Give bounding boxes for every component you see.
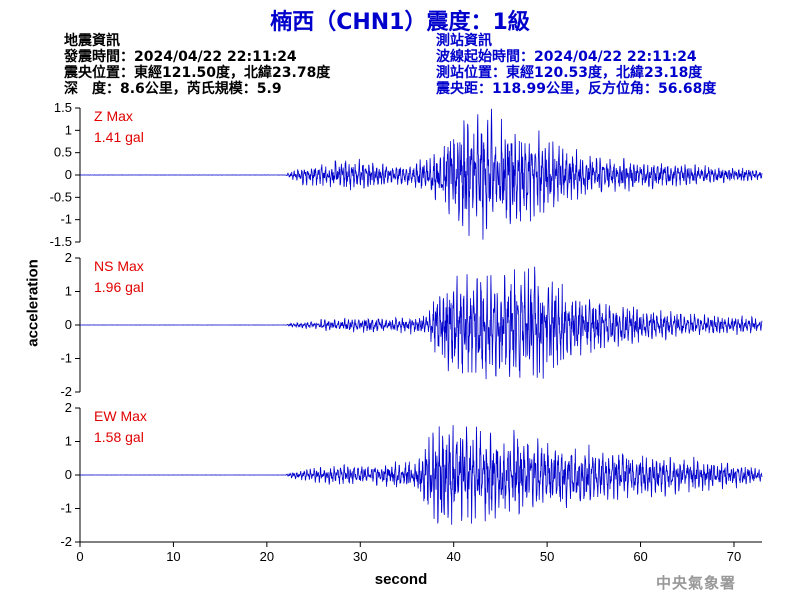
max-label-z: Z Max: [94, 108, 133, 124]
x-tick-label: 70: [727, 549, 741, 564]
max-value-z: 1.41 gal: [94, 129, 144, 145]
x-axis-label: second: [374, 571, 428, 588]
waveform-trace-z: [79, 108, 763, 240]
agency-watermark: 中央氣象署: [656, 574, 737, 592]
x-tick-label: 60: [633, 549, 647, 564]
station-location: 測站位置：東經120.53度，北緯23.18度: [436, 65, 703, 81]
x-tick-label: 40: [446, 549, 460, 564]
waveform-trace-ns: [80, 266, 763, 380]
max-value-ns: 1.96 gal: [94, 279, 144, 295]
x-tick-label: 10: [166, 549, 180, 564]
y-tick-label: -1.5: [50, 234, 72, 249]
x-tick-label: 30: [353, 549, 367, 564]
y-tick-label: 1: [65, 284, 72, 299]
station-info: 測站資訊 波線起始時間：2024/04/22 22:11:24 測站位置：東經1…: [436, 33, 716, 97]
wave-start-time: 波線起始時間：2024/04/22 22:11:24: [436, 49, 697, 65]
y-tick-label: 0: [65, 467, 72, 482]
y-tick-label: -1: [60, 212, 72, 227]
x-tick-label: 0: [76, 549, 83, 564]
y-tick-label: 2: [65, 250, 72, 265]
earthquake-info: 地震資訊 發震時間：2024/04/22 22:11:24 震央位置：東經121…: [64, 33, 330, 97]
max-label-ns: NS Max: [94, 258, 144, 274]
x-tick-label: 50: [540, 549, 554, 564]
y-tick-label: 1.5: [54, 100, 72, 115]
station-info-heading: 測站資訊: [436, 33, 492, 49]
max-label-ew: EW Max: [94, 408, 147, 424]
y-tick-label: -2: [60, 384, 72, 399]
waveform-trace-ew: [79, 425, 763, 525]
y-tick-label: -0.5: [50, 189, 72, 204]
y-tick-label: -1: [60, 351, 72, 366]
earthquake-info-heading: 地震資訊: [64, 33, 120, 49]
distance-azimuth: 震央距：118.99公里，反方位角：56.68度: [436, 81, 717, 97]
max-value-ew: 1.58 gal: [94, 429, 144, 445]
y-tick-label: 0.5: [54, 145, 72, 160]
y-tick-label: -2: [60, 534, 72, 549]
depth-magnitude: 深 度：8.6公里，芮氏規模：5.9: [64, 81, 282, 97]
x-tick-label: 20: [260, 549, 274, 564]
y-tick-label: 0: [65, 317, 72, 332]
y-tick-label: 0: [65, 167, 72, 182]
y-tick-label: -1: [60, 501, 72, 516]
y-tick-label: 2: [65, 400, 72, 415]
epicenter-location: 震央位置：東經121.50度，北緯23.78度: [64, 65, 331, 81]
page-title: 楠西（CHN1）震度：1級: [270, 10, 530, 35]
origin-time: 發震時間：2024/04/22 22:11:24: [64, 49, 297, 65]
y-tick-label: 1: [65, 434, 72, 449]
y-axis-label: acceleration: [24, 259, 42, 347]
y-tick-label: 1: [65, 122, 72, 137]
